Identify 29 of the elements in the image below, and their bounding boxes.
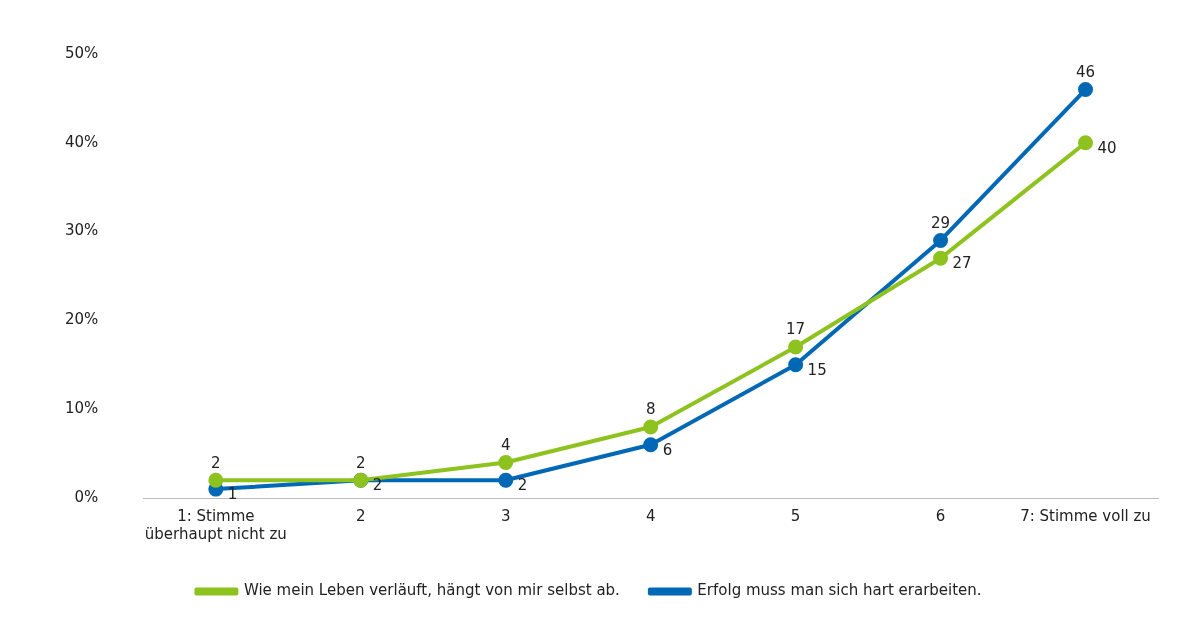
x-tick-label: 3 [500, 506, 511, 525]
data-label: 1 [227, 485, 238, 504]
x-tick-label: 2 [355, 506, 366, 525]
legend-label: Erfolg muss man sich hart erarbeiten. [697, 581, 982, 600]
data-label: 2 [211, 453, 221, 472]
y-tick-label: 0% [74, 487, 99, 506]
data-label: 8 [645, 400, 656, 419]
x-tick-label: 6 [935, 506, 946, 525]
data-label: 40 [1097, 138, 1117, 157]
x-tick-label: 4 [645, 506, 656, 525]
x-tick-label: 1: Stimme überhaupt nicht zu [144, 506, 287, 543]
y-tick-label: 20% [65, 310, 99, 329]
data-label: 27 [952, 254, 972, 273]
data-label: 17 [786, 320, 806, 339]
data-label: 2 [372, 476, 383, 495]
y-tick-label: 10% [65, 399, 99, 418]
data-label: 6 [662, 440, 673, 459]
y-tick-label: 40% [65, 132, 99, 151]
data-label: 29 [931, 213, 951, 232]
y-tick-label: 50% [65, 43, 99, 62]
data-label: 2 [355, 453, 366, 472]
x-tick-label: 7: Stimme voll zu [1020, 506, 1151, 525]
data-label: 15 [807, 360, 827, 379]
y-tick-label: 30% [65, 221, 99, 240]
x-tick-label: 5 [790, 506, 801, 525]
data-label: 4 [500, 435, 511, 454]
data-label: 2 [517, 476, 528, 495]
data-label: 46 [1075, 62, 1096, 81]
legend-label: Wie mein Leben verläuft, hängt von mir selbst ab. [243, 581, 620, 600]
